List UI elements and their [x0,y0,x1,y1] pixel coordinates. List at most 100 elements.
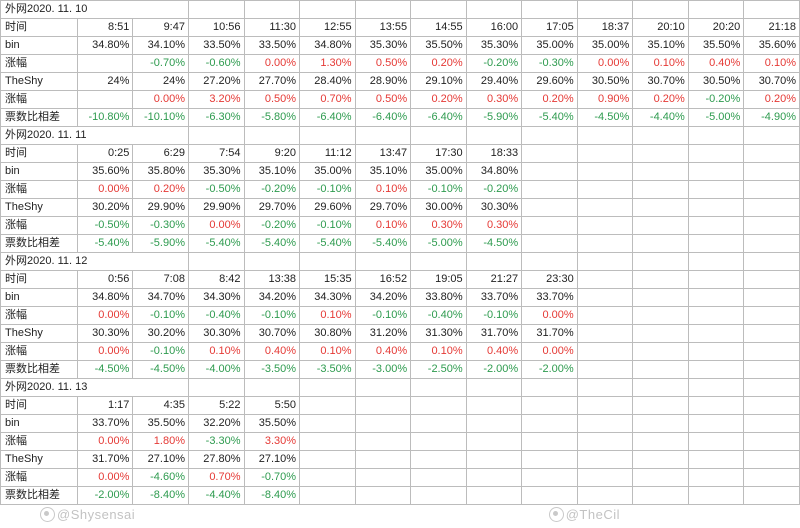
row-bin-change-cell [633,181,689,199]
row-time-cell: 16:00 [466,19,522,37]
row-time-cell: 8:51 [77,19,133,37]
row-bin: bin34.80%34.10%33.50%33.50%34.80%35.30%3… [1,37,800,55]
row-bin-cell [744,415,800,433]
row-time: 时间0:256:297:549:2011:1213:4717:3018:33 [1,145,800,163]
weibo-icon [549,507,564,522]
row-bin-change-cell [466,433,522,451]
row-theshy-change-cell: 0.30% [411,217,467,235]
row-theshy-change-cell: 0.00% [133,91,189,109]
data-table: 外网2020. 11. 10时间8:519:4710:5611:3012:551… [0,0,800,505]
row-time-cell: 0:56 [77,271,133,289]
row-theshy-change-cell: -0.10% [133,343,189,361]
row-theshy-change-cell: 0.00% [188,217,244,235]
row-bin-change-cell: -0.20% [466,55,522,73]
section-header: 外网2020. 11. 10 [1,1,800,19]
row-theshy-cell [688,199,744,217]
row-theshy-change-cell [633,217,689,235]
row-time: 时间1:174:355:225:50 [1,397,800,415]
row-theshy-change-cell: 0.10% [411,343,467,361]
row-theshy-change-cell: -0.20% [244,217,300,235]
row-time-cell: 5:50 [244,397,300,415]
row-diff-cell [688,361,744,379]
row-time: 时间0:567:088:4213:3815:3516:5219:0521:272… [1,271,800,289]
row-bin-cell [744,289,800,307]
row-time-cell: 17:05 [522,19,578,37]
row-time-cell: 19:05 [411,271,467,289]
row-bin-cell: 35.00% [300,163,356,181]
row-theshy-cell: 30.30% [77,325,133,343]
row-bin-cell [300,415,356,433]
row-theshy-cell [577,451,633,469]
row-bin-label: bin [1,289,78,307]
row-bin-cell: 33.80% [411,289,467,307]
row-bin-cell: 34.30% [188,289,244,307]
row-theshy: TheShy31.70%27.10%27.80%27.10% [1,451,800,469]
row-time-cell: 1:17 [77,397,133,415]
row-diff-cell: -3.00% [355,361,411,379]
row-bin-cell [522,415,578,433]
spreadsheet-view: { "colors": { "positive": "#e53935", "ne… [0,0,800,528]
row-diff-cell: -4.50% [577,109,633,127]
row-bin-cell: 34.30% [300,289,356,307]
row-theshy-change-label: 涨幅 [1,91,78,109]
row-bin-change-cell: -0.60% [188,55,244,73]
row-theshy-cell: 30.80% [300,325,356,343]
row-diff-cell [577,235,633,253]
row-time-cell: 11:30 [244,19,300,37]
row-theshy-change-cell: 0.90% [577,91,633,109]
row-bin-change-cell: 0.00% [77,181,133,199]
row-time-cell: 12:55 [300,19,356,37]
row-diff-cell: -4.40% [188,487,244,505]
row-theshy-change-cell [633,469,689,487]
row-theshy-change-cell: 0.00% [522,343,578,361]
row-theshy-cell: 27.10% [133,451,189,469]
row-bin-change-cell [688,307,744,325]
row-diff-cell: -4.50% [77,361,133,379]
row-diff-cell [633,235,689,253]
row-diff-cell: -5.40% [355,235,411,253]
row-time-cell: 5:22 [188,397,244,415]
row-bin-change-cell: -0.30% [522,55,578,73]
row-theshy-change-cell: 0.40% [466,343,522,361]
row-theshy-change-cell: 0.10% [188,343,244,361]
row-bin-cell [688,289,744,307]
section-title: 外网2020. 11. 12 [1,253,189,271]
row-bin-change-cell: 0.00% [522,307,578,325]
row-time-label: 时间 [1,145,78,163]
row-theshy-change-cell: 0.10% [355,217,411,235]
row-bin-cell: 33.70% [522,289,578,307]
row-theshy-cell [688,325,744,343]
row-theshy-cell: 31.70% [522,325,578,343]
row-diff-label: 票数比相差 [1,109,78,127]
row-theshy-cell: 27.70% [244,73,300,91]
row-time-cell [577,271,633,289]
row-time-cell [577,397,633,415]
row-theshy-cell [522,451,578,469]
section-title: 外网2020. 11. 13 [1,379,189,397]
row-theshy-cell: 30.70% [633,73,689,91]
row-theshy-change-cell: -0.10% [300,217,356,235]
watermark-right: @TheCil [549,507,620,522]
row-theshy-cell [466,451,522,469]
row-theshy-change-cell [633,343,689,361]
row-bin-cell: 33.70% [466,289,522,307]
row-bin-cell: 33.70% [77,415,133,433]
row-diff-cell: -2.00% [522,361,578,379]
row-bin-cell: 35.00% [411,163,467,181]
row-bin-cell [688,163,744,181]
row-theshy-change-cell [688,217,744,235]
row-theshy-cell [577,325,633,343]
row-bin-cell: 33.50% [244,37,300,55]
row-time-cell [411,397,467,415]
row-theshy-cell: 29.60% [522,73,578,91]
row-bin-change-cell [522,181,578,199]
row-time-cell [633,271,689,289]
row-bin-cell: 34.80% [300,37,356,55]
row-time-cell: 13:55 [355,19,411,37]
section-title: 外网2020. 11. 11 [1,127,189,145]
row-bin-cell: 35.00% [577,37,633,55]
row-diff-cell [688,235,744,253]
row-time-cell [466,397,522,415]
row-theshy-cell: 29.40% [466,73,522,91]
row-time-cell [577,145,633,163]
